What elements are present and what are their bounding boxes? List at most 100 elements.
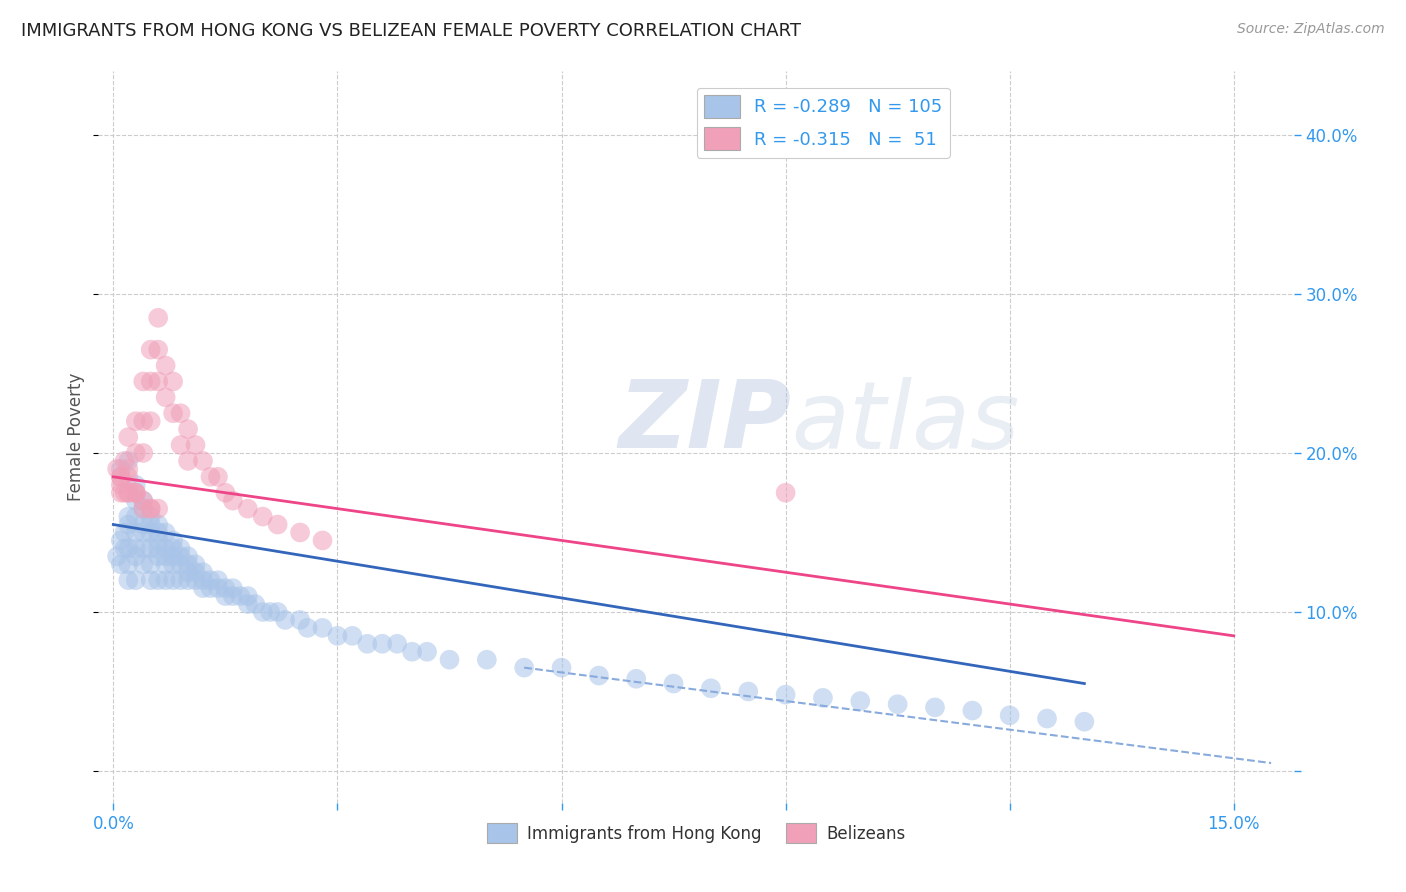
Point bbox=[132, 501, 155, 516]
Point bbox=[125, 541, 148, 556]
Point bbox=[288, 613, 311, 627]
Point bbox=[222, 493, 245, 508]
Point bbox=[114, 541, 136, 556]
Point bbox=[139, 501, 162, 516]
Point bbox=[236, 501, 259, 516]
Point bbox=[117, 509, 139, 524]
Point bbox=[962, 704, 984, 718]
Point bbox=[155, 359, 177, 373]
Point bbox=[132, 414, 155, 428]
Point bbox=[177, 549, 200, 564]
Point bbox=[162, 533, 184, 548]
Point bbox=[125, 493, 148, 508]
Point bbox=[132, 501, 155, 516]
Point bbox=[267, 605, 290, 619]
Point bbox=[148, 310, 170, 325]
Point bbox=[214, 485, 236, 500]
Point bbox=[155, 558, 177, 572]
Point bbox=[371, 637, 394, 651]
Point bbox=[184, 438, 207, 452]
Point bbox=[114, 525, 136, 540]
Point bbox=[148, 375, 170, 389]
Point bbox=[114, 454, 136, 468]
Point bbox=[162, 573, 184, 587]
Point bbox=[737, 684, 759, 698]
Point bbox=[139, 501, 162, 516]
Point bbox=[342, 629, 364, 643]
Point bbox=[139, 414, 162, 428]
Point bbox=[148, 541, 170, 556]
Point bbox=[139, 573, 162, 587]
Point bbox=[125, 573, 148, 587]
Text: Source: ZipAtlas.com: Source: ZipAtlas.com bbox=[1237, 22, 1385, 37]
Point bbox=[200, 470, 222, 484]
Point bbox=[169, 549, 191, 564]
Point bbox=[811, 690, 834, 705]
Point bbox=[416, 645, 439, 659]
Point bbox=[177, 573, 200, 587]
Point bbox=[110, 462, 132, 476]
Point bbox=[148, 343, 170, 357]
Point bbox=[139, 343, 162, 357]
Point bbox=[924, 700, 946, 714]
Point bbox=[288, 525, 311, 540]
Point bbox=[114, 485, 136, 500]
Point bbox=[252, 605, 274, 619]
Point bbox=[200, 581, 222, 595]
Point bbox=[475, 653, 498, 667]
Point bbox=[169, 541, 191, 556]
Point bbox=[132, 541, 155, 556]
Text: IMMIGRANTS FROM HONG KONG VS BELIZEAN FEMALE POVERTY CORRELATION CHART: IMMIGRANTS FROM HONG KONG VS BELIZEAN FE… bbox=[21, 22, 801, 40]
Point bbox=[132, 517, 155, 532]
Point bbox=[125, 509, 148, 524]
Point bbox=[700, 681, 723, 696]
Point bbox=[775, 485, 797, 500]
Point bbox=[162, 558, 184, 572]
Point bbox=[439, 653, 461, 667]
Point bbox=[169, 558, 191, 572]
Point bbox=[177, 422, 200, 436]
Point bbox=[110, 470, 132, 484]
Point bbox=[177, 454, 200, 468]
Point bbox=[626, 672, 648, 686]
Point bbox=[259, 605, 281, 619]
Legend: Immigrants from Hong Kong, Belizeans: Immigrants from Hong Kong, Belizeans bbox=[479, 817, 912, 849]
Point bbox=[169, 438, 191, 452]
Point bbox=[155, 549, 177, 564]
Point bbox=[207, 573, 229, 587]
Point bbox=[132, 525, 155, 540]
Point bbox=[311, 533, 333, 548]
Point bbox=[148, 533, 170, 548]
Point bbox=[184, 573, 207, 587]
Point bbox=[252, 509, 274, 524]
Point bbox=[117, 462, 139, 476]
Point bbox=[125, 446, 148, 460]
Point bbox=[110, 533, 132, 548]
Point bbox=[222, 589, 245, 603]
Point bbox=[117, 541, 139, 556]
Point bbox=[274, 613, 297, 627]
Point bbox=[169, 573, 191, 587]
Point bbox=[162, 549, 184, 564]
Point bbox=[110, 470, 132, 484]
Point bbox=[117, 573, 139, 587]
Point bbox=[139, 509, 162, 524]
Point bbox=[148, 501, 170, 516]
Point bbox=[139, 541, 162, 556]
Point bbox=[267, 517, 290, 532]
Point bbox=[110, 485, 132, 500]
Point bbox=[148, 549, 170, 564]
Point bbox=[117, 558, 139, 572]
Point bbox=[162, 375, 184, 389]
Point bbox=[998, 708, 1021, 723]
Point bbox=[177, 566, 200, 580]
Point bbox=[588, 668, 610, 682]
Point bbox=[117, 485, 139, 500]
Point bbox=[191, 573, 214, 587]
Point bbox=[139, 517, 162, 532]
Point bbox=[139, 375, 162, 389]
Point bbox=[155, 541, 177, 556]
Point bbox=[148, 573, 170, 587]
Point bbox=[1073, 714, 1095, 729]
Point bbox=[132, 375, 155, 389]
